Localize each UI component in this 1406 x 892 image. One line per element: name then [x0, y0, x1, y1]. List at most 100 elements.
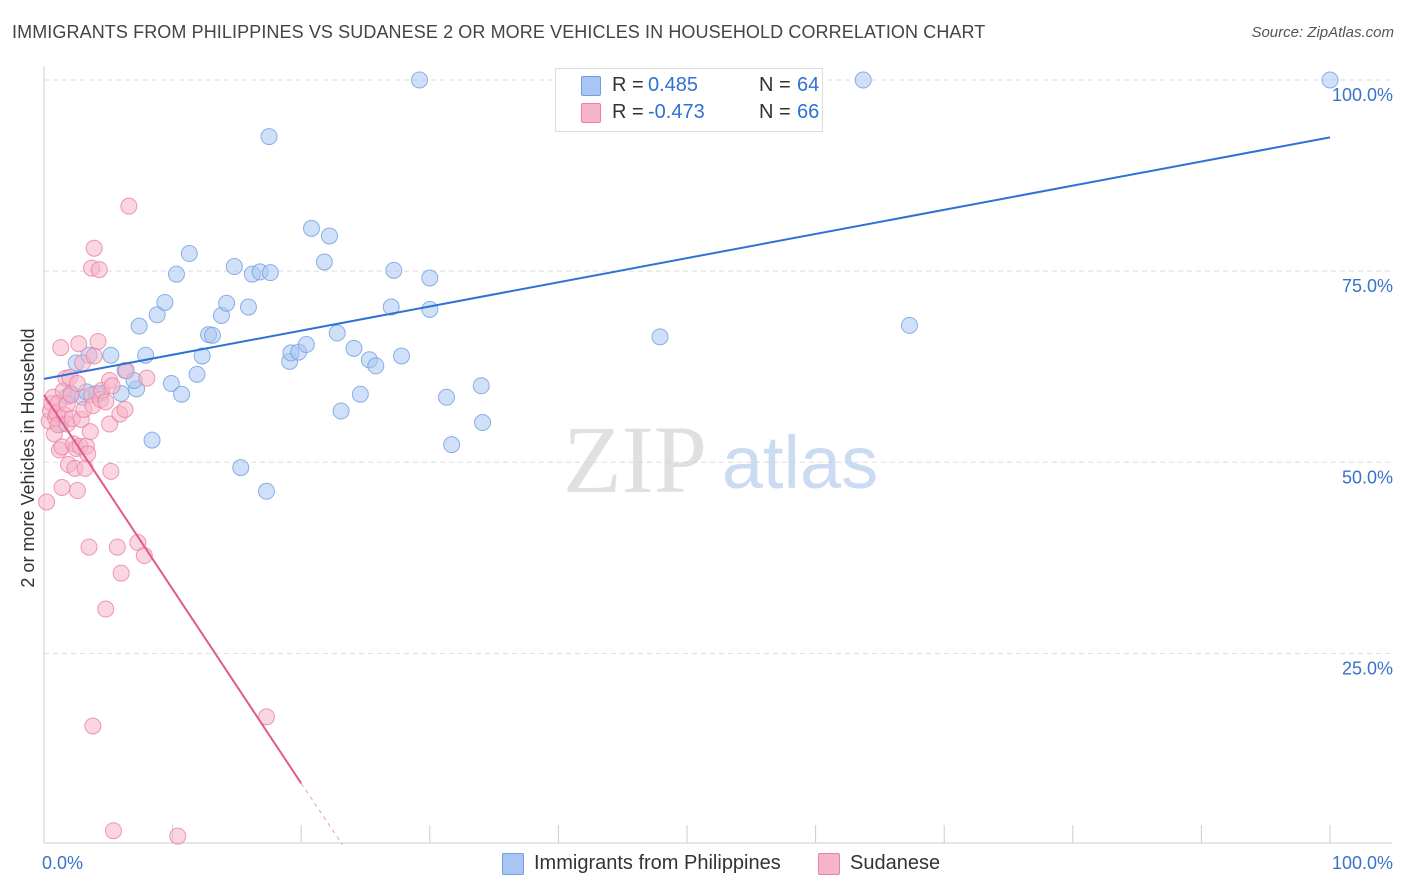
philippines-point: [218, 294, 236, 312]
philippines-point: [854, 71, 872, 89]
philippines-point: [328, 324, 346, 342]
philippines-point: [156, 293, 174, 311]
sudanese-point: [89, 332, 107, 350]
sudanese-point: [76, 459, 94, 477]
legend-r-value: 0.485: [648, 74, 699, 96]
y-tick-label: 50.0%: [1342, 467, 1393, 487]
philippines-point: [102, 346, 120, 364]
philippines-point: [332, 402, 350, 420]
philippines-trend-line: [43, 136, 1331, 380]
x-tick-label: 0.0%: [42, 853, 83, 873]
legend-r-label: R =: [612, 74, 644, 96]
philippines-point: [393, 347, 411, 365]
watermark-zip: ZIP: [563, 406, 707, 513]
philippines-point: [162, 375, 180, 393]
philippines-point: [297, 336, 315, 354]
philippines-point: [148, 306, 166, 324]
philippines-point: [438, 388, 456, 406]
sudanese-point: [85, 347, 103, 365]
philippines-point: [385, 261, 403, 279]
philippines-point: [351, 385, 369, 403]
sudanese-point: [104, 822, 122, 840]
gridlines: [44, 79, 1392, 654]
philippines-point: [130, 317, 148, 335]
sudanese-point: [38, 493, 56, 511]
philippines-point: [345, 339, 363, 357]
sudanese-point: [112, 564, 130, 582]
philippines-point: [421, 269, 439, 287]
sudanese-point: [102, 462, 120, 480]
data-points: [38, 71, 1339, 845]
y-tick-label: 75.0%: [1342, 276, 1393, 296]
sudanese-point: [108, 538, 126, 556]
philippines-point: [443, 436, 461, 454]
sudanese-point: [53, 478, 71, 496]
legend-n-value: 66: [797, 101, 820, 123]
philippines-point: [315, 253, 333, 271]
sudanese-point: [68, 482, 86, 500]
sudanese-point: [257, 708, 275, 726]
sudanese-point: [169, 827, 187, 845]
sudanese-point: [80, 538, 98, 556]
legend-n-label: N =: [759, 74, 791, 96]
series-swatch-philippines: [502, 853, 524, 875]
philippines-point: [188, 365, 206, 383]
chart-title: IMMIGRANTS FROM PHILIPPINES VS SUDANESE …: [12, 22, 986, 42]
philippines-point: [474, 413, 492, 431]
legend-r-value: -0.473: [648, 101, 705, 123]
sudanese-point: [103, 377, 121, 395]
philippines-point: [320, 227, 338, 245]
philippines-point: [1321, 71, 1339, 89]
axes: [43, 66, 1392, 844]
y-tick-label: 25.0%: [1342, 658, 1393, 678]
axis-labels: 25.0% 50.0% 75.0% 100.0% 0.0% 100.0%: [42, 85, 1393, 873]
philippines-point: [239, 298, 257, 316]
sudanese-trend-line: [43, 394, 303, 784]
series-swatch-sudanese: [818, 853, 840, 875]
legend-n-value: 64: [797, 74, 820, 96]
philippines-point: [173, 385, 191, 403]
philippines-point: [193, 347, 211, 365]
sudanese-point: [138, 369, 156, 387]
philippines-point: [225, 258, 243, 276]
philippines-point: [232, 459, 250, 477]
philippines-point: [367, 357, 385, 375]
philippines-point: [382, 298, 400, 316]
y-tick-label: 100.0%: [1332, 85, 1393, 105]
y-axis-label: 2 or more Vehicles in Household: [18, 328, 38, 587]
sudanese-point: [97, 393, 115, 411]
sudanese-point: [97, 600, 115, 618]
series-label-philippines: Immigrants from Philippines: [534, 852, 781, 874]
legend-swatch-sudanese: [581, 103, 601, 123]
philippines-point: [421, 300, 439, 318]
x-tick-label: 100.0%: [1332, 853, 1393, 873]
sudanese-point: [116, 400, 134, 418]
philippines-point: [143, 431, 161, 449]
philippines-point: [302, 219, 320, 237]
legend-swatch-philippines: [581, 76, 601, 96]
philippines-point: [651, 328, 669, 346]
series-legend: Immigrants from Philippines Sudanese: [0, 850, 1406, 880]
sudanese-trend-extension: [300, 783, 343, 845]
watermark-atlas: atlas: [722, 421, 878, 504]
philippines-point: [411, 71, 429, 89]
sudanese-point: [85, 239, 103, 257]
correlation-legend: R = 0.485 N = 64 R = -0.473 N = 66: [555, 68, 823, 132]
philippines-point: [472, 377, 490, 395]
sudanese-point: [70, 335, 88, 353]
philippines-point: [900, 316, 918, 334]
philippines-point: [167, 265, 185, 283]
sudanese-point: [120, 197, 138, 215]
trend-lines: [43, 136, 1331, 845]
philippines-point: [203, 326, 221, 344]
legend-n-label: N =: [759, 101, 791, 123]
philippines-point: [261, 264, 279, 282]
sudanese-point: [101, 415, 119, 433]
source-label: Source: ZipAtlas.com: [1251, 24, 1394, 41]
philippines-point: [257, 482, 275, 500]
sudanese-point: [84, 717, 102, 735]
sudanese-point: [90, 261, 108, 279]
sudanese-point: [68, 375, 86, 393]
legend-r-label: R =: [612, 101, 644, 123]
